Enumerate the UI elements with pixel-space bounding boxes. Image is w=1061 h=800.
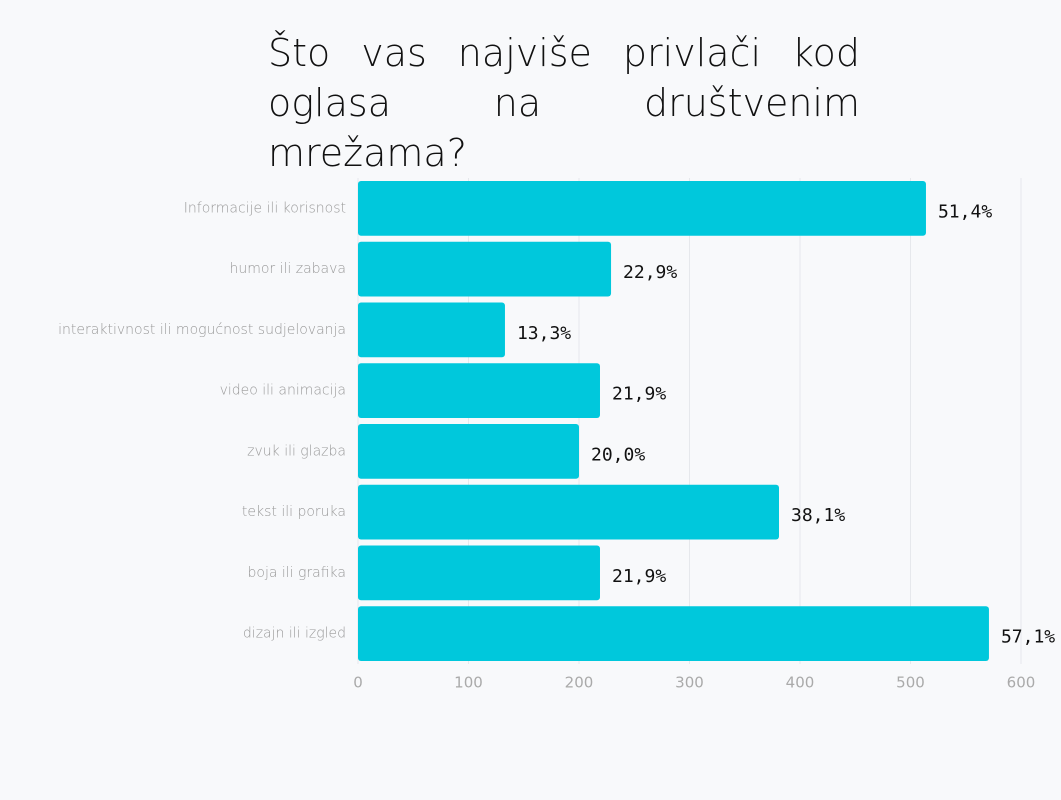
value-label: 22,9% [623, 262, 677, 283]
y-tick-label: humor ili zabava [229, 261, 346, 277]
bar [358, 363, 600, 418]
value-label: 57,1% [1001, 627, 1055, 648]
x-tick-label: 100 [454, 674, 483, 692]
x-tick-label: 200 [565, 674, 594, 692]
bar [358, 181, 926, 236]
y-tick-label: dizajn ili izgled [243, 626, 346, 642]
value-label: 21,9% [612, 566, 666, 587]
chart-title: Što vas najviše privlači kod oglasa na d… [268, 31, 860, 175]
y-tick-label: boja ili grafika [248, 565, 347, 581]
y-tick-label: zvuk ili glazba [247, 443, 346, 459]
y-tick-label: interaktivnost ili mogućnost sudjelovanj… [58, 322, 346, 338]
bar [358, 241, 612, 297]
x-tick-label: 500 [896, 674, 925, 692]
x-tick-label: 0 [353, 674, 363, 692]
value-label: 38,1% [791, 505, 845, 526]
y-tick-label: tekst ili poruka [242, 504, 346, 520]
x-tick-label: 300 [675, 674, 704, 692]
bar [358, 424, 579, 479]
x-tick-label: 600 [1007, 674, 1036, 692]
x-tick-label: 400 [786, 674, 815, 692]
bar [358, 302, 505, 358]
value-label: 20,0% [591, 444, 645, 465]
y-tick-label: video ili animacija [220, 383, 346, 399]
value-label: 13,3% [517, 323, 571, 344]
bar [358, 545, 600, 601]
value-label: 21,9% [612, 384, 666, 405]
value-label: 51,4% [938, 201, 992, 222]
bar [358, 484, 780, 540]
y-tick-label: Informacije ili korisnost [184, 200, 346, 216]
bar [358, 606, 989, 661]
